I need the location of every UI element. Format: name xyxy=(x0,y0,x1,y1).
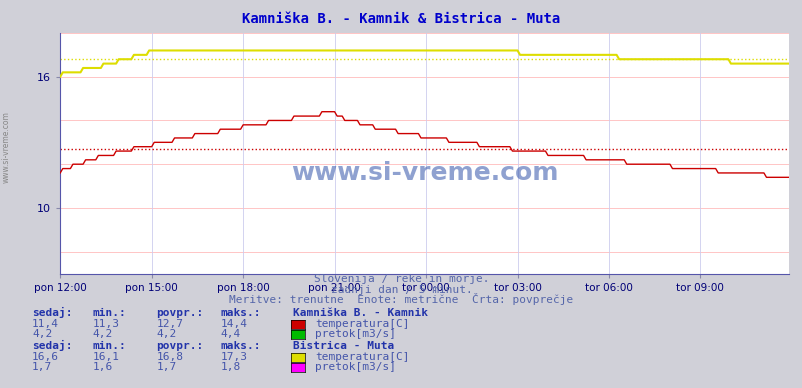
Text: povpr.:: povpr.: xyxy=(156,341,204,351)
Text: min.:: min.: xyxy=(92,341,126,351)
Text: min.:: min.: xyxy=(92,308,126,318)
Text: www.si-vreme.com: www.si-vreme.com xyxy=(2,111,11,184)
Text: pretok[m3/s]: pretok[m3/s] xyxy=(314,362,395,372)
Text: 4,4: 4,4 xyxy=(221,329,241,339)
Text: Kamniška B. - Kamnik & Bistrica - Muta: Kamniška B. - Kamnik & Bistrica - Muta xyxy=(242,12,560,26)
Text: Bistrica - Muta: Bistrica - Muta xyxy=(293,341,394,351)
Text: 12,7: 12,7 xyxy=(156,319,184,329)
Text: 1,7: 1,7 xyxy=(32,362,52,372)
Text: 4,2: 4,2 xyxy=(32,329,52,339)
Text: Meritve: trenutne  Enote: metrične  Črta: povprečje: Meritve: trenutne Enote: metrične Črta: … xyxy=(229,293,573,305)
Text: 16,1: 16,1 xyxy=(92,352,119,362)
Text: temperatura[C]: temperatura[C] xyxy=(314,319,409,329)
Text: maks.:: maks.: xyxy=(221,308,261,318)
Text: 1,8: 1,8 xyxy=(221,362,241,372)
Text: 1,7: 1,7 xyxy=(156,362,176,372)
Text: 1,6: 1,6 xyxy=(92,362,112,372)
Text: zadnji dan / 5 minut.: zadnji dan / 5 minut. xyxy=(330,285,472,295)
Text: maks.:: maks.: xyxy=(221,341,261,351)
Text: Slovenija / reke in morje.: Slovenija / reke in morje. xyxy=(314,274,488,284)
Text: povpr.:: povpr.: xyxy=(156,308,204,318)
Text: Kamniška B. - Kamnik: Kamniška B. - Kamnik xyxy=(293,308,427,318)
Text: sedaj:: sedaj: xyxy=(32,307,72,318)
Text: 17,3: 17,3 xyxy=(221,352,248,362)
Text: www.si-vreme.com: www.si-vreme.com xyxy=(290,161,558,185)
Text: sedaj:: sedaj: xyxy=(32,340,72,351)
Text: 16,6: 16,6 xyxy=(32,352,59,362)
Text: 4,2: 4,2 xyxy=(156,329,176,339)
Text: 4,2: 4,2 xyxy=(92,329,112,339)
Text: pretok[m3/s]: pretok[m3/s] xyxy=(314,329,395,339)
Text: 14,4: 14,4 xyxy=(221,319,248,329)
Text: 11,4: 11,4 xyxy=(32,319,59,329)
Text: temperatura[C]: temperatura[C] xyxy=(314,352,409,362)
Text: 16,8: 16,8 xyxy=(156,352,184,362)
Text: 11,3: 11,3 xyxy=(92,319,119,329)
